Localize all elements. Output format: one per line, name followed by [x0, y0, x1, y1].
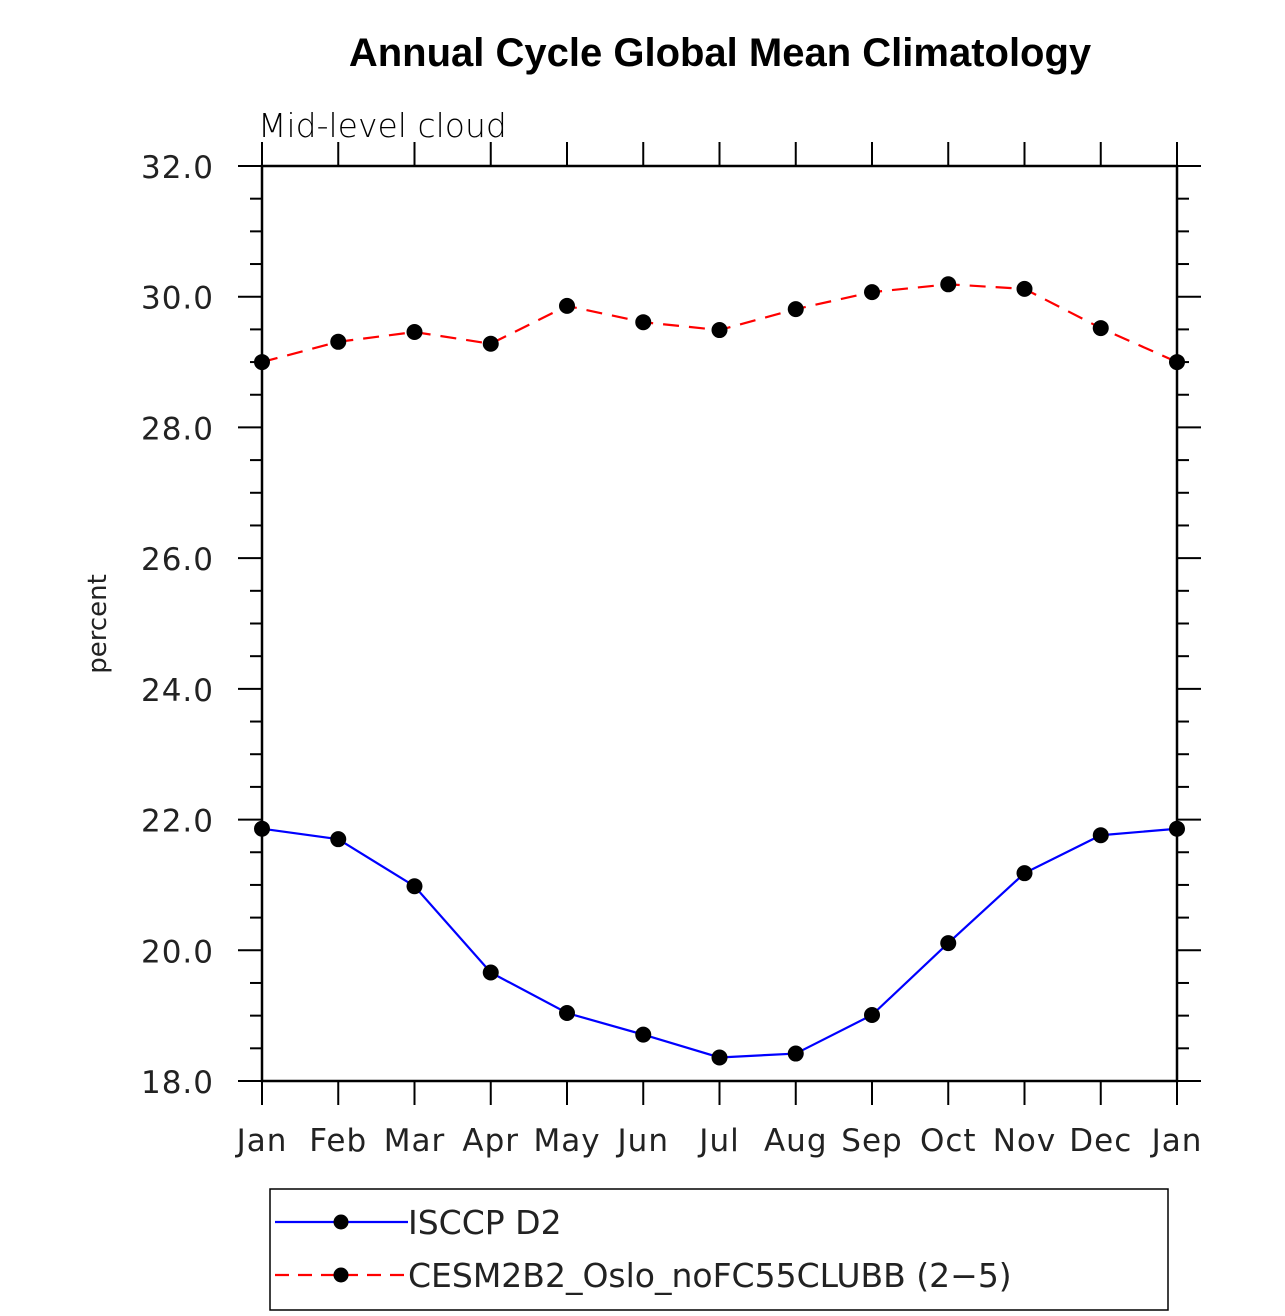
- y-tick-label: 32.0: [141, 150, 214, 186]
- x-tick-label: Nov: [993, 1123, 1057, 1159]
- data-point: [330, 333, 347, 350]
- data-point: [787, 301, 804, 318]
- y-tick-label: 18.0: [141, 1065, 214, 1101]
- x-tick-label: Jul: [697, 1123, 739, 1159]
- y-tick-label: 20.0: [141, 934, 214, 970]
- chart-subtitle: Mid-level cloud: [258, 106, 507, 145]
- legend-marker-1: [333, 1267, 349, 1283]
- data-point: [864, 1006, 880, 1023]
- plot-frame: [260, 164, 1179, 1083]
- data-point: [1092, 320, 1109, 337]
- data-point: [1169, 354, 1185, 371]
- x-tick-label: Sep: [841, 1123, 902, 1159]
- legend-label-0: ISCCP D2: [408, 1203, 562, 1242]
- y-tick-label: 26.0: [141, 542, 214, 578]
- data-point: [1169, 820, 1185, 837]
- data-point: [1016, 280, 1033, 297]
- axes: [238, 142, 1201, 1105]
- data-point: [1016, 865, 1033, 882]
- x-tick-label: Feb: [309, 1123, 367, 1159]
- y-tick-label: 24.0: [141, 673, 214, 709]
- data-point: [254, 820, 270, 837]
- data-point: [406, 324, 423, 341]
- y-tick-label: 22.0: [141, 804, 214, 840]
- data-point: [406, 878, 423, 895]
- y-axis-label: percent: [83, 574, 113, 674]
- data-point: [787, 1045, 804, 1062]
- x-tick-label: Jun: [616, 1123, 669, 1159]
- legend: ISCCP D2 CESM2B2_Oslo_noFC55CLUBB (2−5): [269, 1188, 1169, 1311]
- data-point: [482, 964, 499, 981]
- legend-box: [269, 1188, 1169, 1311]
- x-tick-label: May: [533, 1123, 600, 1159]
- x-tick-label: Mar: [384, 1123, 446, 1159]
- series-line: [261, 827, 1178, 1059]
- x-tick-label: Dec: [1069, 1123, 1132, 1159]
- data-point: [940, 935, 957, 952]
- data-point: [711, 322, 728, 339]
- series-0: [254, 820, 1185, 1066]
- y-tick-labels: 18.0 20.0 22.0 24.0 26.0 28.0 30.0 32.0: [141, 150, 214, 1101]
- data-point: [330, 831, 347, 848]
- x-tick-labels: Jan Feb Mar Apr May Jun Jul Aug Sep Oct Nov Dec Jan: [235, 1123, 1203, 1159]
- x-tick-label: Oct: [920, 1123, 977, 1159]
- x-tick-label: Jan: [1150, 1123, 1203, 1159]
- legend-marker-0: [333, 1214, 349, 1230]
- y-tick-label: 28.0: [141, 411, 214, 447]
- data-point: [635, 1026, 652, 1043]
- series-1: [254, 276, 1185, 371]
- data-point: [864, 284, 880, 301]
- data-point: [559, 297, 575, 314]
- x-tick-label: Jan: [235, 1123, 288, 1159]
- series-group: [254, 276, 1185, 1066]
- x-tick-label: Aug: [764, 1123, 828, 1159]
- data-point: [254, 354, 270, 371]
- data-point: [482, 335, 499, 352]
- data-point: [635, 314, 652, 331]
- data-point: [940, 276, 957, 293]
- data-point: [711, 1049, 728, 1066]
- y-tick-label: 30.0: [141, 281, 214, 317]
- chart-title: Annual Cycle Global Mean Climatology: [349, 31, 1092, 75]
- x-tick-label: Apr: [462, 1123, 519, 1159]
- legend-label-1: CESM2B2_Oslo_noFC55CLUBB (2−5): [408, 1256, 1012, 1295]
- data-point: [559, 1005, 575, 1022]
- data-point: [1092, 827, 1109, 844]
